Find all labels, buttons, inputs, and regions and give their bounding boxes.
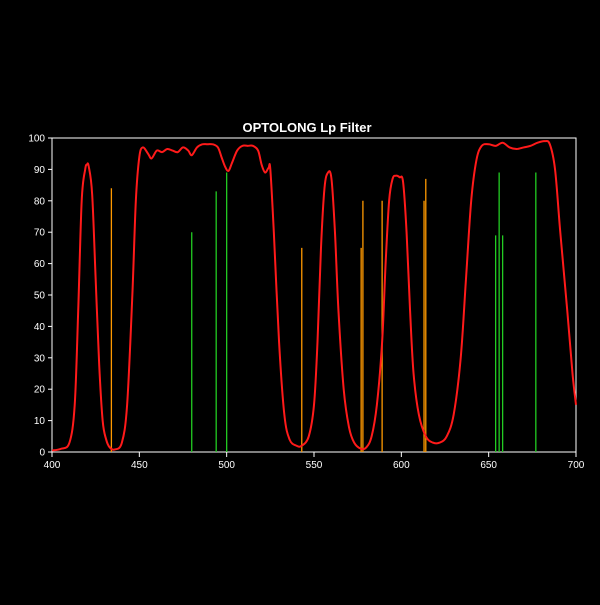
chart-title: OPTOLONG Lp Filter (242, 120, 371, 135)
x-tick-label: 450 (131, 460, 148, 471)
y-tick-label: 100 (28, 134, 45, 145)
y-tick-label: 50 (34, 291, 46, 302)
transmission-series (51, 140, 577, 452)
x-tick-label: 650 (480, 460, 497, 471)
x-tick-label: 700 (568, 460, 585, 471)
x-tick-label: 400 (44, 460, 61, 471)
x-axis: 400 450 500 550 600 650 700 (44, 452, 585, 471)
y-tick-label: 80 (34, 196, 46, 207)
y-tick-label: 20 (34, 385, 46, 396)
x-tick-label: 600 (393, 460, 410, 471)
spectral-lines (110, 172, 537, 452)
y-axis: 0 10 20 30 40 50 60 70 80 90 100 (28, 134, 52, 459)
transmission-curve-0 (51, 140, 577, 452)
y-tick-label: 40 (34, 322, 46, 333)
y-tick-label: 60 (34, 259, 46, 270)
y-tick-label: 30 (34, 353, 46, 364)
y-tick-label: 70 (34, 228, 46, 239)
x-tick-label: 550 (306, 460, 323, 471)
y-tick-label: 90 (34, 165, 46, 176)
y-tick-label: 0 (39, 448, 45, 459)
x-tick-label: 500 (218, 460, 235, 471)
y-tick-label: 10 (34, 416, 46, 427)
